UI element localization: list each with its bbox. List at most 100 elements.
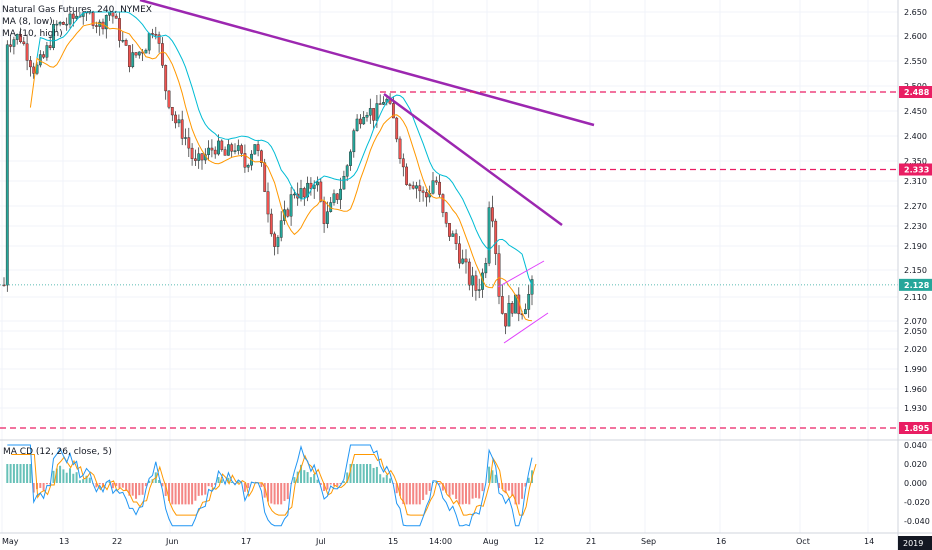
macd-hist-bar xyxy=(478,483,481,499)
macd-hist-bar xyxy=(273,483,276,505)
candle xyxy=(395,116,399,143)
macd-hist-bar xyxy=(303,470,306,483)
candle xyxy=(332,189,336,206)
candle xyxy=(484,257,488,279)
macd-hist-bar xyxy=(283,483,286,501)
macd-hist-bar xyxy=(494,474,497,483)
candle xyxy=(9,35,12,53)
macd-hist-bar xyxy=(336,483,339,486)
macd-hist-bar xyxy=(498,483,500,489)
macd-hist-bar xyxy=(98,483,101,485)
macd-tick: 0.020 xyxy=(904,460,927,469)
candle xyxy=(68,12,72,29)
candle xyxy=(345,164,349,182)
candle xyxy=(362,111,366,125)
macd-hist-bar xyxy=(12,464,15,483)
macd-hist-bar xyxy=(191,483,194,505)
time-tick: Jun xyxy=(165,537,179,546)
macd-hist-bar xyxy=(29,464,32,483)
ma-high-line xyxy=(36,11,533,286)
macd-hist-bar xyxy=(306,472,309,483)
macd-hist-bar xyxy=(6,464,9,483)
macd-hist-bar xyxy=(108,481,111,483)
macd-hist-bar xyxy=(26,464,29,483)
candle xyxy=(438,174,441,198)
macd-hist-bar xyxy=(481,483,484,492)
chart-legend: Natural Gas Futures, 240, NYMEX MA (8, l… xyxy=(2,4,152,40)
candle xyxy=(352,128,356,158)
candle xyxy=(299,179,303,202)
macd-hist-bar xyxy=(342,481,345,483)
candle xyxy=(524,303,527,315)
candle xyxy=(378,94,382,105)
candle xyxy=(355,114,359,132)
macd-hist-bar xyxy=(375,466,378,483)
candle xyxy=(326,201,329,229)
macd-pane xyxy=(0,439,932,527)
candle xyxy=(421,186,425,202)
macd-hist-bar xyxy=(214,483,217,485)
candle xyxy=(368,98,372,124)
candle xyxy=(164,64,168,100)
macd-hist-bar xyxy=(263,483,266,498)
candle xyxy=(236,139,240,155)
macd-hist-bar xyxy=(234,483,236,484)
svg-text:2.488: 2.488 xyxy=(904,88,930,97)
macd-hist-bar xyxy=(125,483,128,491)
macd-hist-bar xyxy=(418,483,421,505)
candle xyxy=(405,163,408,186)
macd-hist-bar xyxy=(78,480,81,483)
price-badge: 2.488 xyxy=(899,86,932,98)
legend-ma-low[interactable]: MA (8, low) xyxy=(2,17,53,27)
macd-hist-bar xyxy=(168,483,170,502)
candle xyxy=(170,107,174,121)
macd-hist-bar xyxy=(339,483,342,485)
candle xyxy=(200,152,204,170)
candle xyxy=(243,144,247,173)
macd-hist-bar xyxy=(316,479,319,483)
svg-text:1.895: 1.895 xyxy=(904,424,930,433)
channel-bottom[interactable] xyxy=(503,312,549,344)
time-tick: Oct xyxy=(796,537,810,546)
macd-legend[interactable]: MA CD (12, 26, close, 5) xyxy=(3,447,112,457)
candle xyxy=(507,295,511,327)
channel-top[interactable] xyxy=(497,260,545,288)
candle xyxy=(441,193,445,218)
candle xyxy=(415,181,418,199)
macd-hist-bar xyxy=(415,483,418,505)
candle xyxy=(527,284,531,318)
macd-hist-bar xyxy=(55,468,58,483)
macd-hist-bar xyxy=(329,483,332,485)
macd-hist-bar xyxy=(184,483,187,505)
candle xyxy=(266,182,270,223)
drawings[interactable] xyxy=(139,0,595,344)
price-tick: 2.190 xyxy=(904,242,927,251)
macd-hist-bar xyxy=(458,483,461,505)
legend-symbol[interactable]: Natural Gas Futures, 240, NYMEX xyxy=(2,5,152,15)
macd-hist-bar xyxy=(465,483,467,504)
trendline-upper[interactable] xyxy=(139,0,595,127)
candle xyxy=(62,21,65,26)
time-tick: Jul xyxy=(315,537,326,546)
candle xyxy=(187,127,191,157)
macd-hist-bar xyxy=(45,483,48,485)
price-tick: 1.930 xyxy=(904,404,927,413)
candle xyxy=(240,143,243,157)
candle xyxy=(467,258,471,291)
macd-hist-bar xyxy=(177,483,180,505)
candle xyxy=(530,275,534,306)
candle xyxy=(220,139,224,152)
macd-hist-bar xyxy=(115,483,118,487)
macd-hist-bar xyxy=(32,483,35,493)
candle xyxy=(177,114,181,128)
trendline-lower[interactable] xyxy=(383,92,563,227)
macd-hist-bar xyxy=(323,483,326,491)
legend-ma-high[interactable]: MA (10, high) xyxy=(2,29,63,39)
macd-hist-bar xyxy=(52,470,55,483)
candle xyxy=(15,33,19,45)
macd-hist-bar xyxy=(16,464,19,483)
candle xyxy=(329,197,333,213)
macd-hist-bar xyxy=(144,483,147,487)
